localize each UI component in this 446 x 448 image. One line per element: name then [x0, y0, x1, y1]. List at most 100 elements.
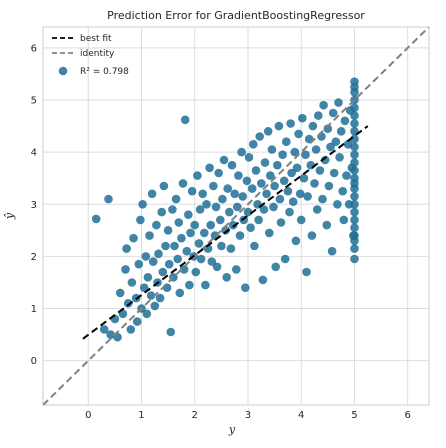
data-point — [299, 173, 309, 183]
data-point — [247, 184, 257, 193]
reference-lines — [43, 27, 429, 405]
y-tick-label: 2 — [31, 252, 37, 263]
data-point — [288, 197, 298, 206]
data-point — [235, 231, 245, 240]
data-point — [350, 200, 359, 209]
data-point — [180, 115, 190, 125]
data-point — [350, 192, 359, 201]
identity-line — [43, 27, 429, 405]
data-point — [136, 215, 145, 225]
data-point — [191, 267, 201, 277]
data-point — [324, 181, 334, 191]
data-point — [104, 194, 113, 204]
data-point — [350, 223, 359, 232]
data-point — [134, 259, 144, 269]
data-point — [226, 244, 236, 253]
data-point — [141, 252, 151, 261]
data-point — [262, 189, 271, 199]
data-point — [127, 278, 137, 287]
data-point — [338, 186, 348, 196]
data-point — [178, 179, 188, 188]
data-point — [106, 330, 115, 339]
y-axis-label: ŷ — [3, 212, 16, 220]
data-point — [209, 181, 218, 191]
data-point — [331, 137, 341, 146]
data-point — [179, 265, 189, 274]
data-point — [280, 254, 290, 264]
data-point — [350, 215, 359, 225]
data-point — [318, 194, 327, 204]
data-point — [275, 194, 285, 204]
x-tick-label: 4 — [298, 410, 304, 421]
data-point — [302, 267, 311, 277]
data-point — [163, 226, 173, 235]
data-point — [146, 291, 156, 300]
data-point — [340, 116, 350, 126]
x-tick-label: 6 — [405, 410, 411, 421]
data-point — [148, 257, 158, 266]
data-point — [350, 166, 359, 175]
data-point — [195, 205, 205, 214]
data-point — [211, 202, 221, 212]
data-point — [320, 155, 330, 165]
data-point — [177, 233, 186, 243]
data-point — [350, 158, 359, 167]
data-point — [251, 166, 261, 175]
data-point — [319, 100, 328, 110]
data-point — [292, 163, 302, 173]
data-point — [147, 189, 157, 199]
data-point — [333, 200, 342, 209]
data-point — [139, 283, 149, 293]
data-point — [276, 218, 286, 227]
data-point — [230, 189, 239, 199]
data-point — [301, 150, 310, 159]
data-point — [250, 241, 259, 251]
data-point — [194, 239, 204, 248]
data-point — [310, 179, 319, 188]
data-point — [186, 228, 195, 238]
y-tick-label: 3 — [31, 200, 37, 211]
y-tick-label: 0 — [31, 356, 37, 367]
data-point — [155, 293, 165, 303]
data-point — [126, 325, 136, 334]
data-point — [350, 150, 359, 159]
data-point — [164, 259, 174, 269]
data-point — [234, 171, 243, 180]
data-point — [154, 249, 163, 259]
data-point — [241, 283, 250, 293]
data-point — [129, 233, 138, 243]
data-point — [279, 176, 289, 186]
data-point — [166, 327, 176, 337]
x-axis-label: y — [228, 423, 236, 436]
data-point — [249, 140, 258, 149]
data-point — [282, 137, 291, 146]
data-point — [171, 194, 181, 204]
data-point — [335, 153, 344, 162]
data-point — [202, 200, 211, 209]
data-point — [214, 168, 223, 178]
data-point — [157, 207, 166, 217]
data-point — [182, 246, 192, 256]
legend-best-fit-label: best fit — [80, 34, 112, 44]
data-point — [269, 202, 278, 212]
data-point — [296, 215, 306, 225]
data-point — [198, 189, 207, 199]
data-point — [263, 127, 273, 136]
data-point — [273, 160, 282, 170]
data-point — [350, 184, 359, 193]
data-point — [350, 111, 359, 120]
data-point — [315, 166, 325, 175]
y-tick-label: 5 — [31, 95, 37, 106]
y-tick-label: 1 — [31, 304, 37, 315]
data-point — [206, 220, 215, 230]
data-point — [244, 153, 254, 162]
data-point — [326, 142, 335, 152]
data-point — [233, 202, 242, 212]
data-point — [222, 273, 231, 282]
data-point — [286, 119, 295, 128]
data-point — [291, 236, 301, 246]
data-point — [227, 160, 237, 170]
data-point — [312, 205, 322, 214]
data-point — [283, 186, 293, 196]
